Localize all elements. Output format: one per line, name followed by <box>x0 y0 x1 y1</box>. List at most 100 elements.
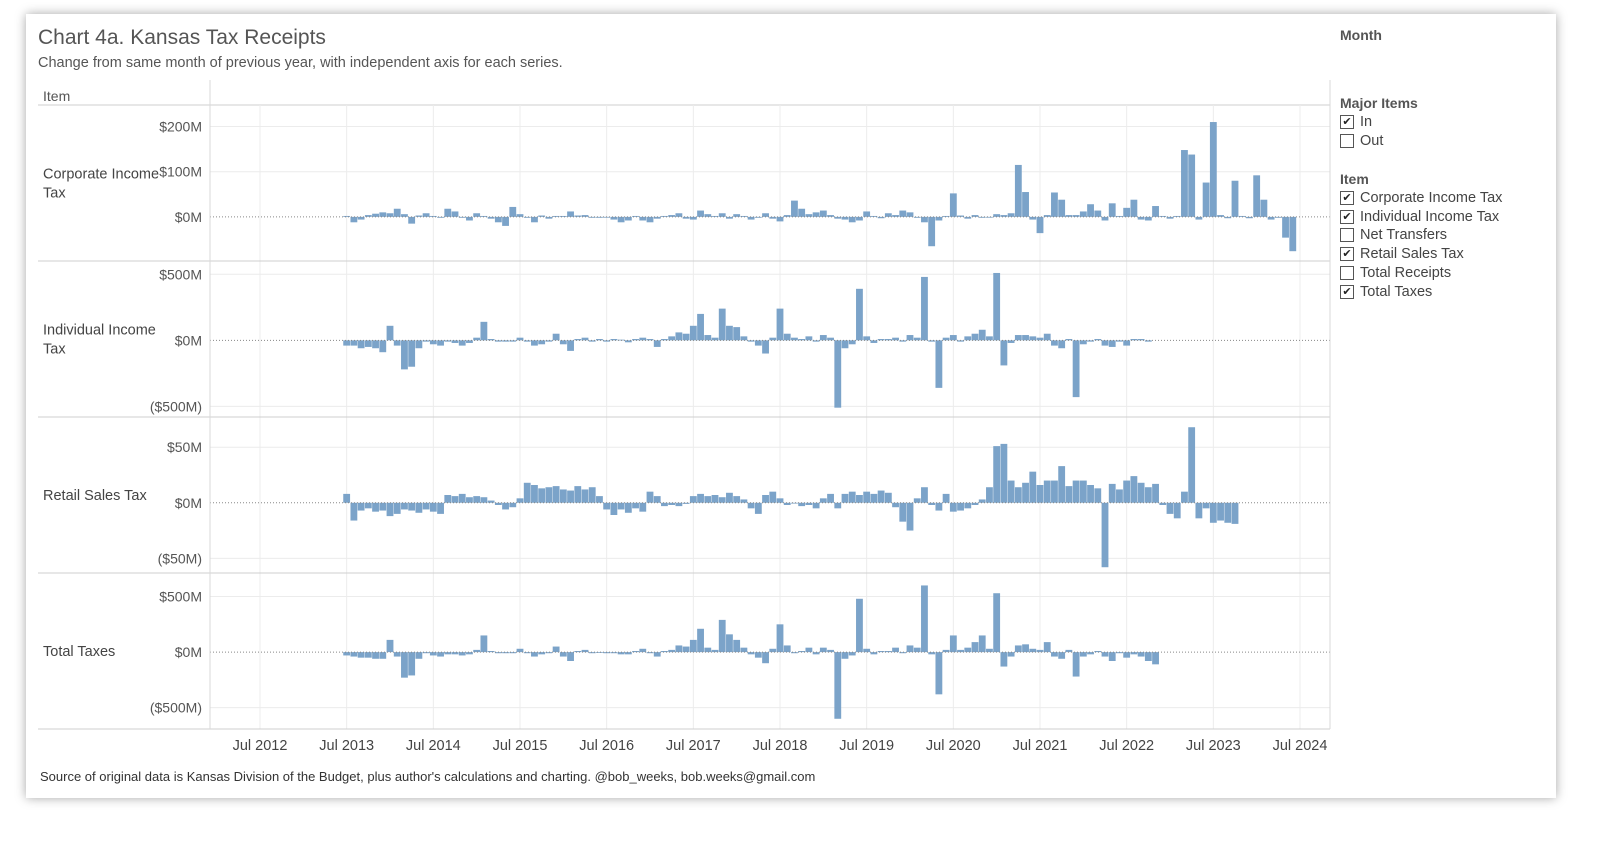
checkbox-unchecked-icon[interactable] <box>1340 266 1354 280</box>
filter-item-total-taxes[interactable]: ✔ Total Taxes <box>1340 283 1432 301</box>
bar <box>711 495 719 503</box>
bar <box>1231 180 1239 217</box>
bar <box>812 502 820 509</box>
bar <box>393 208 401 217</box>
bar <box>841 340 849 349</box>
bar <box>856 495 863 503</box>
bar <box>429 502 437 512</box>
bar <box>401 340 408 370</box>
bar <box>415 215 423 217</box>
bar <box>1087 340 1094 342</box>
filter-item-individual-income-tax[interactable]: ✔ Individual Income Tax <box>1340 208 1499 226</box>
bar <box>704 647 712 653</box>
bar <box>466 652 473 655</box>
bar <box>798 651 806 653</box>
bar <box>401 502 408 510</box>
bar <box>993 446 1001 503</box>
bar <box>827 337 834 341</box>
bar <box>899 502 907 522</box>
bar <box>697 493 704 503</box>
bar <box>733 327 741 341</box>
bar <box>1260 199 1268 217</box>
y-tick-label: $0M <box>175 209 202 225</box>
x-tick-label: Jul 2023 <box>1186 738 1241 754</box>
checkbox-checked-icon[interactable]: ✔ <box>1340 247 1354 261</box>
bar <box>444 652 452 655</box>
filter-label: Retail Sales Tax <box>1360 246 1464 262</box>
y-tick-label: $0M <box>175 644 202 660</box>
bar <box>610 502 618 515</box>
y-tick-label: $500M <box>159 266 202 282</box>
bar <box>574 651 582 653</box>
y-tick-label: $500M <box>159 589 202 605</box>
bar <box>1087 204 1094 217</box>
bar <box>675 645 683 653</box>
panel-label: Corporate Income <box>43 167 159 183</box>
bar <box>740 336 748 341</box>
bar <box>740 215 748 217</box>
bar <box>639 502 647 512</box>
bar <box>848 340 856 345</box>
bar <box>1079 652 1087 657</box>
checkbox-checked-icon[interactable]: ✔ <box>1340 191 1354 205</box>
chart-subtitle: Change from same month of previous year,… <box>38 55 563 71</box>
checkbox-unchecked-icon[interactable] <box>1340 134 1354 148</box>
bar <box>1043 333 1051 341</box>
bar <box>675 332 683 341</box>
filter-item-retail-sales-tax[interactable]: ✔ Retail Sales Tax <box>1340 245 1464 263</box>
bar <box>415 340 423 349</box>
bar <box>1152 483 1159 503</box>
bar <box>364 652 372 658</box>
filter-major-in[interactable]: ✔ In <box>1340 113 1372 131</box>
bar <box>805 647 813 653</box>
bar <box>502 502 509 510</box>
bar <box>899 210 907 217</box>
filter-item-net-transfers[interactable]: Net Transfers <box>1340 226 1447 244</box>
bar <box>762 213 769 217</box>
bar <box>444 340 452 342</box>
checkbox-checked-icon[interactable]: ✔ <box>1340 210 1354 224</box>
bar <box>754 216 762 218</box>
bar <box>834 216 842 219</box>
bar <box>689 325 697 341</box>
bar <box>661 215 668 217</box>
bar <box>928 216 936 247</box>
bar <box>1029 471 1037 503</box>
bar <box>783 215 791 217</box>
filter-major-out[interactable]: Out <box>1340 132 1383 150</box>
y-tick-label: $100M <box>159 164 202 180</box>
bar <box>473 213 481 217</box>
bar <box>791 200 798 217</box>
bar <box>1152 652 1159 665</box>
checkbox-checked-icon[interactable]: ✔ <box>1340 285 1354 299</box>
filter-item-corporate-income-tax[interactable]: ✔ Corporate Income Tax <box>1340 189 1502 207</box>
bar <box>899 340 907 342</box>
bar <box>798 339 806 341</box>
bar <box>964 647 972 653</box>
bar <box>993 214 1001 217</box>
bar <box>502 652 509 654</box>
bar <box>1181 491 1188 503</box>
bar <box>559 340 567 345</box>
bar <box>531 216 538 223</box>
bar <box>754 502 762 514</box>
checkbox-checked-icon[interactable]: ✔ <box>1340 115 1354 129</box>
checkbox-unchecked-icon[interactable] <box>1340 228 1354 242</box>
bar <box>567 652 574 661</box>
bar <box>884 213 892 217</box>
bar <box>841 652 849 659</box>
bar <box>877 339 885 341</box>
filter-item-total-receipts[interactable]: Total Receipts <box>1340 264 1451 282</box>
bar <box>675 502 683 507</box>
bar <box>747 340 755 342</box>
bar <box>1043 480 1051 503</box>
bar <box>747 216 755 220</box>
bar <box>776 216 784 222</box>
bar <box>682 646 690 653</box>
bar <box>1065 215 1073 217</box>
bar <box>516 648 524 653</box>
bar <box>870 652 878 655</box>
bar <box>1014 645 1022 653</box>
bar <box>559 489 567 503</box>
